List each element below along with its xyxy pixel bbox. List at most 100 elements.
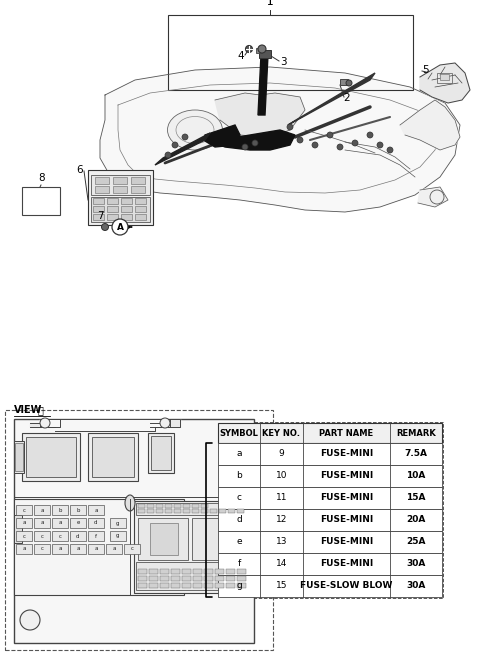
Text: FUSE-SLOW BLOW: FUSE-SLOW BLOW [300,582,393,591]
Bar [437,73,452,83]
Text: f: f [238,559,240,569]
Text: 1: 1 [267,0,273,7]
Bar [16,518,32,528]
Bar [259,50,271,58]
Circle shape [387,147,393,153]
Bar [93,206,104,212]
Bar [26,437,76,477]
Text: a: a [112,546,116,552]
Bar [204,576,213,581]
Polygon shape [205,125,240,147]
Text: a: a [22,521,26,525]
Text: a: a [40,508,44,512]
Bar [52,531,68,541]
Polygon shape [155,133,210,165]
Bar [121,206,132,212]
Bar [70,505,86,515]
Polygon shape [100,67,460,212]
Text: a: a [76,546,80,552]
Bar [138,576,147,581]
Polygon shape [258,55,268,115]
Bar [182,583,191,588]
Circle shape [242,144,248,150]
Bar [107,198,118,204]
Circle shape [252,140,258,146]
Bar [165,504,172,508]
Bar [92,437,134,477]
Text: 3: 3 [280,57,287,67]
Polygon shape [288,73,375,125]
Bar [192,509,199,513]
Bar [16,544,32,554]
Bar [149,583,158,588]
Bar [201,504,208,508]
Bar [182,576,191,581]
Circle shape [258,45,266,53]
Bar [218,553,442,575]
Text: 30A: 30A [406,582,426,591]
Bar [91,175,150,195]
Bar [171,583,180,588]
Text: a: a [236,449,242,458]
Bar [156,504,163,508]
Text: KEY NO.: KEY NO. [263,428,300,438]
Bar [107,214,118,220]
Bar [171,569,180,574]
Bar [16,531,32,541]
Circle shape [337,144,343,150]
Bar [151,436,171,470]
Circle shape [287,124,293,130]
Bar [110,531,126,541]
Text: 9: 9 [278,449,284,458]
Bar [70,531,86,541]
Ellipse shape [125,495,135,511]
Bar [131,186,145,193]
Circle shape [297,137,303,143]
Text: c: c [40,534,44,538]
Bar [135,206,146,212]
Bar [183,504,190,508]
Bar [237,576,246,581]
Bar [34,505,50,515]
Circle shape [40,418,50,428]
Bar [183,509,190,513]
Bar [165,509,172,513]
Bar [156,509,163,513]
Bar [88,544,104,554]
Bar [237,583,246,588]
Circle shape [327,132,333,138]
Bar [93,214,104,220]
Bar [138,569,147,574]
Bar [110,518,126,528]
Circle shape [352,140,358,146]
Bar [88,170,153,225]
Bar [215,576,224,581]
Circle shape [245,45,252,52]
Bar [113,186,127,193]
Bar [226,576,235,581]
Text: c: c [131,546,133,552]
Bar [14,499,184,595]
Bar [121,198,132,204]
Text: c: c [237,493,241,502]
Bar [219,509,226,513]
Bar [215,569,224,574]
Text: REMARK: REMARK [396,428,436,438]
Bar [95,177,109,184]
Circle shape [377,142,383,148]
Bar [210,509,217,513]
Bar [204,583,213,588]
Circle shape [346,80,352,86]
Bar [91,197,150,222]
Bar [135,198,146,204]
Bar [14,419,254,643]
Bar [136,503,250,515]
Text: d: d [76,534,80,538]
Bar [193,569,202,574]
Bar [107,206,118,212]
Text: d: d [94,521,98,525]
Bar [52,518,68,528]
Polygon shape [215,130,295,150]
Polygon shape [418,187,448,207]
Bar [136,562,250,590]
